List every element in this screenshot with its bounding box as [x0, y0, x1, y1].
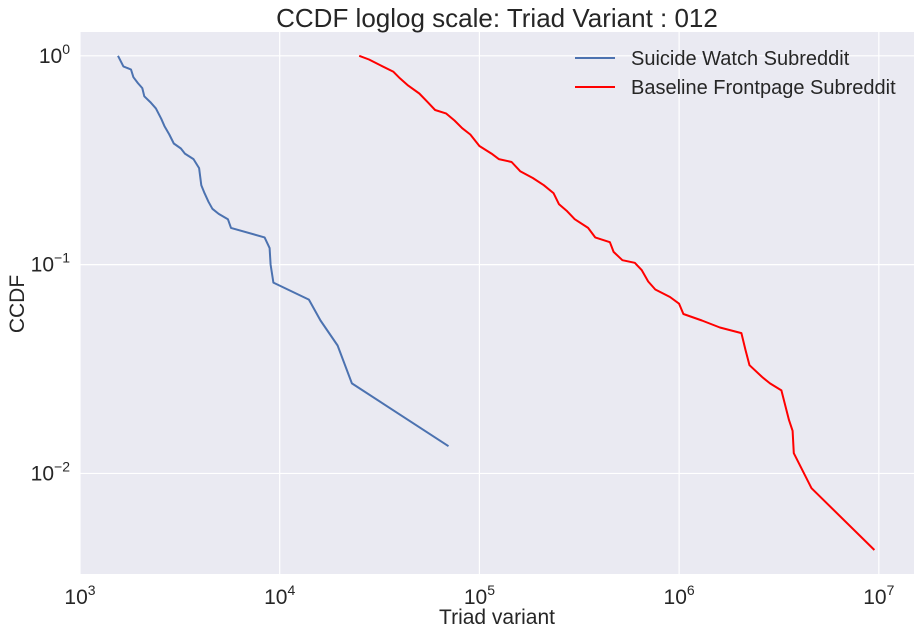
x-tick-label: 106	[664, 582, 695, 609]
y-tick-labels: 100 10−1 10−2	[31, 41, 71, 486]
x-tick-label: 107	[863, 582, 894, 609]
y-tick-label: 10−1	[31, 250, 71, 277]
y-axis-label: CCDF	[6, 275, 29, 333]
grid-lines	[79, 32, 914, 574]
series-line-baseline-frontpage	[358, 54, 876, 551]
series-line-suicide-watch	[117, 55, 450, 448]
x-axis-label: Triad variant	[439, 606, 555, 629]
x-tick-label: 105	[464, 582, 495, 609]
plot-background	[80, 32, 914, 574]
legend-label-suicide-watch: Suicide Watch Subreddit	[631, 48, 850, 70]
series-layer	[117, 54, 876, 551]
x-tick-label: 104	[264, 582, 295, 609]
y-tick-label: 10−2	[31, 458, 71, 485]
legend-label-baseline-frontpage: Baseline Frontpage Subreddit	[631, 77, 896, 99]
legend: Suicide Watch Subreddit Baseline Frontpa…	[575, 48, 896, 99]
x-tick-labels: 103 104 105 106 107	[64, 582, 894, 609]
y-tick-label: 100	[39, 41, 70, 68]
x-tick-label: 103	[64, 582, 95, 609]
chart-title: CCDF loglog scale: Triad Variant : 012	[276, 3, 718, 33]
